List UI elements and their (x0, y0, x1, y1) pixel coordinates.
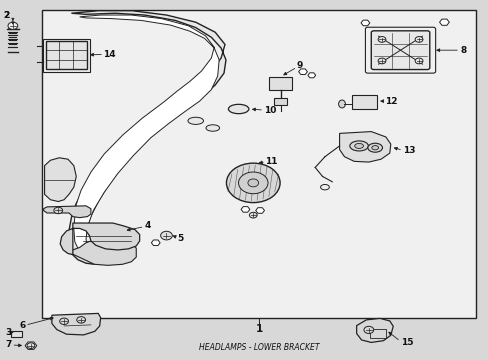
Text: HEADLAMPS - LOWER BRACKET: HEADLAMPS - LOWER BRACKET (199, 343, 319, 352)
Polygon shape (43, 206, 91, 218)
Text: 8: 8 (459, 46, 466, 55)
Bar (369, 329, 385, 338)
Polygon shape (339, 132, 390, 162)
Polygon shape (255, 208, 264, 213)
Circle shape (8, 22, 18, 30)
Polygon shape (74, 15, 219, 256)
Bar (42, 39, 90, 72)
Circle shape (60, 318, 68, 324)
Ellipse shape (338, 100, 345, 108)
Bar (273, 98, 287, 105)
Ellipse shape (367, 143, 382, 152)
Ellipse shape (354, 143, 363, 148)
Polygon shape (44, 158, 76, 202)
Polygon shape (307, 73, 315, 78)
Text: 14: 14 (103, 50, 116, 59)
Polygon shape (241, 207, 249, 212)
Bar (351, 95, 376, 109)
Polygon shape (52, 314, 101, 335)
Circle shape (249, 212, 257, 218)
Polygon shape (71, 238, 136, 265)
Text: 13: 13 (402, 146, 415, 155)
Circle shape (238, 172, 267, 194)
Bar (11, 330, 22, 337)
Polygon shape (356, 319, 392, 342)
Bar (268, 77, 292, 90)
Text: 9: 9 (296, 62, 302, 71)
Ellipse shape (371, 145, 378, 150)
Polygon shape (439, 19, 448, 25)
Polygon shape (360, 20, 369, 26)
Circle shape (377, 58, 385, 64)
Text: 15: 15 (400, 338, 412, 347)
Text: 2: 2 (3, 10, 10, 19)
Circle shape (226, 163, 280, 203)
Polygon shape (298, 69, 307, 75)
Text: 1: 1 (255, 324, 262, 334)
Circle shape (247, 179, 258, 187)
Text: 5: 5 (177, 234, 183, 243)
Circle shape (77, 317, 85, 323)
Text: 2: 2 (3, 11, 10, 20)
Bar (45, 41, 87, 69)
Circle shape (377, 37, 385, 42)
Text: 7: 7 (5, 341, 12, 350)
Text: 10: 10 (264, 105, 276, 114)
Ellipse shape (187, 117, 203, 125)
Polygon shape (60, 223, 140, 255)
Circle shape (54, 207, 62, 214)
Ellipse shape (228, 104, 248, 114)
Circle shape (27, 343, 35, 348)
Polygon shape (151, 240, 160, 246)
FancyBboxPatch shape (370, 31, 429, 69)
Text: 6: 6 (20, 321, 26, 330)
Circle shape (414, 58, 422, 64)
Text: 12: 12 (384, 96, 397, 105)
Circle shape (160, 231, 172, 240)
Text: 4: 4 (144, 221, 151, 230)
Polygon shape (69, 11, 225, 264)
Circle shape (414, 37, 422, 42)
Bar (42, 10, 475, 318)
Text: 3: 3 (5, 328, 12, 337)
Circle shape (363, 326, 373, 333)
Ellipse shape (349, 141, 367, 151)
Text: 11: 11 (264, 157, 277, 166)
Ellipse shape (205, 125, 219, 131)
Polygon shape (25, 342, 37, 350)
